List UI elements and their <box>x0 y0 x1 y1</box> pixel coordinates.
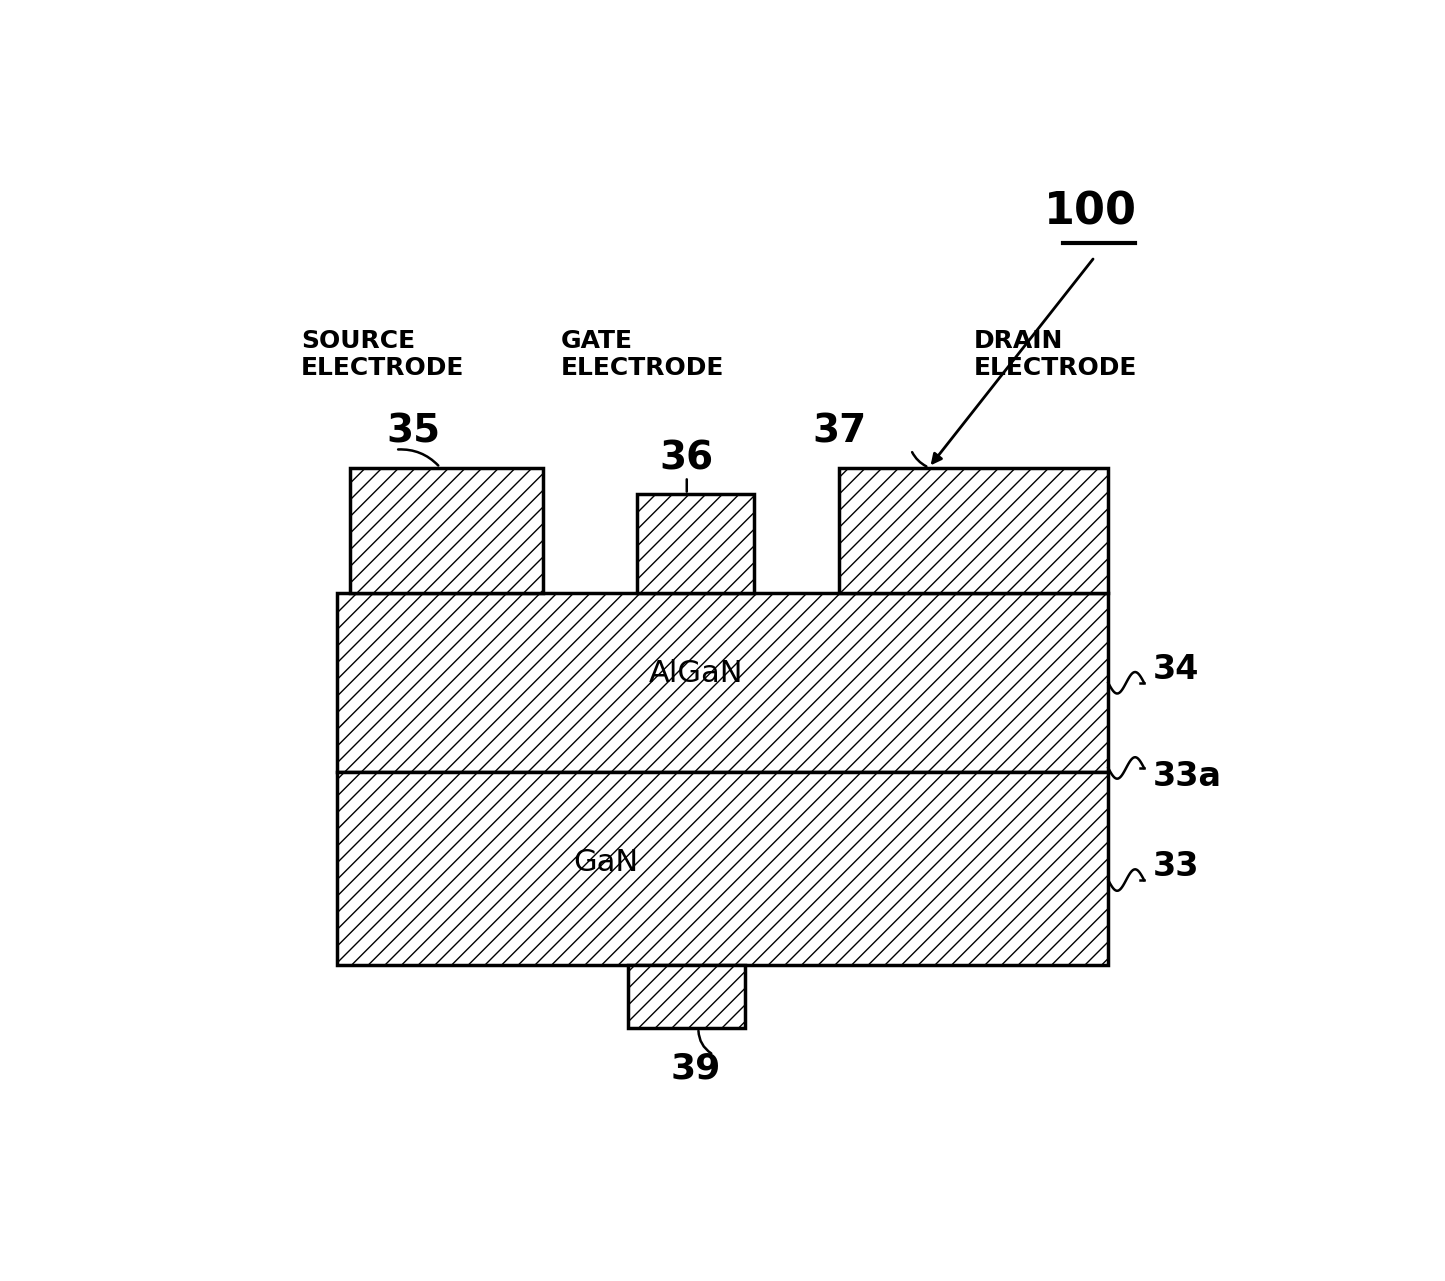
Text: 35: 35 <box>386 412 441 451</box>
Text: DRAIN
ELECTRODE: DRAIN ELECTRODE <box>974 329 1137 380</box>
Text: AlGaN: AlGaN <box>649 660 743 688</box>
Text: GATE
ELECTRODE: GATE ELECTRODE <box>561 329 724 380</box>
Text: 37: 37 <box>812 412 867 451</box>
Bar <box>840 468 1108 593</box>
Text: 39: 39 <box>670 1052 721 1085</box>
Bar <box>337 772 1108 966</box>
Text: 34: 34 <box>1153 653 1199 685</box>
Text: GaN: GaN <box>574 848 639 876</box>
Text: 100: 100 <box>1043 191 1137 233</box>
Bar <box>637 494 754 593</box>
Text: 33: 33 <box>1153 851 1199 883</box>
Bar <box>351 468 543 593</box>
Text: 36: 36 <box>660 439 714 478</box>
Bar <box>629 966 746 1027</box>
Text: SOURCE
ELECTRODE: SOURCE ELECTRODE <box>301 329 464 380</box>
Bar <box>337 593 1108 772</box>
Text: 33a: 33a <box>1153 761 1222 793</box>
